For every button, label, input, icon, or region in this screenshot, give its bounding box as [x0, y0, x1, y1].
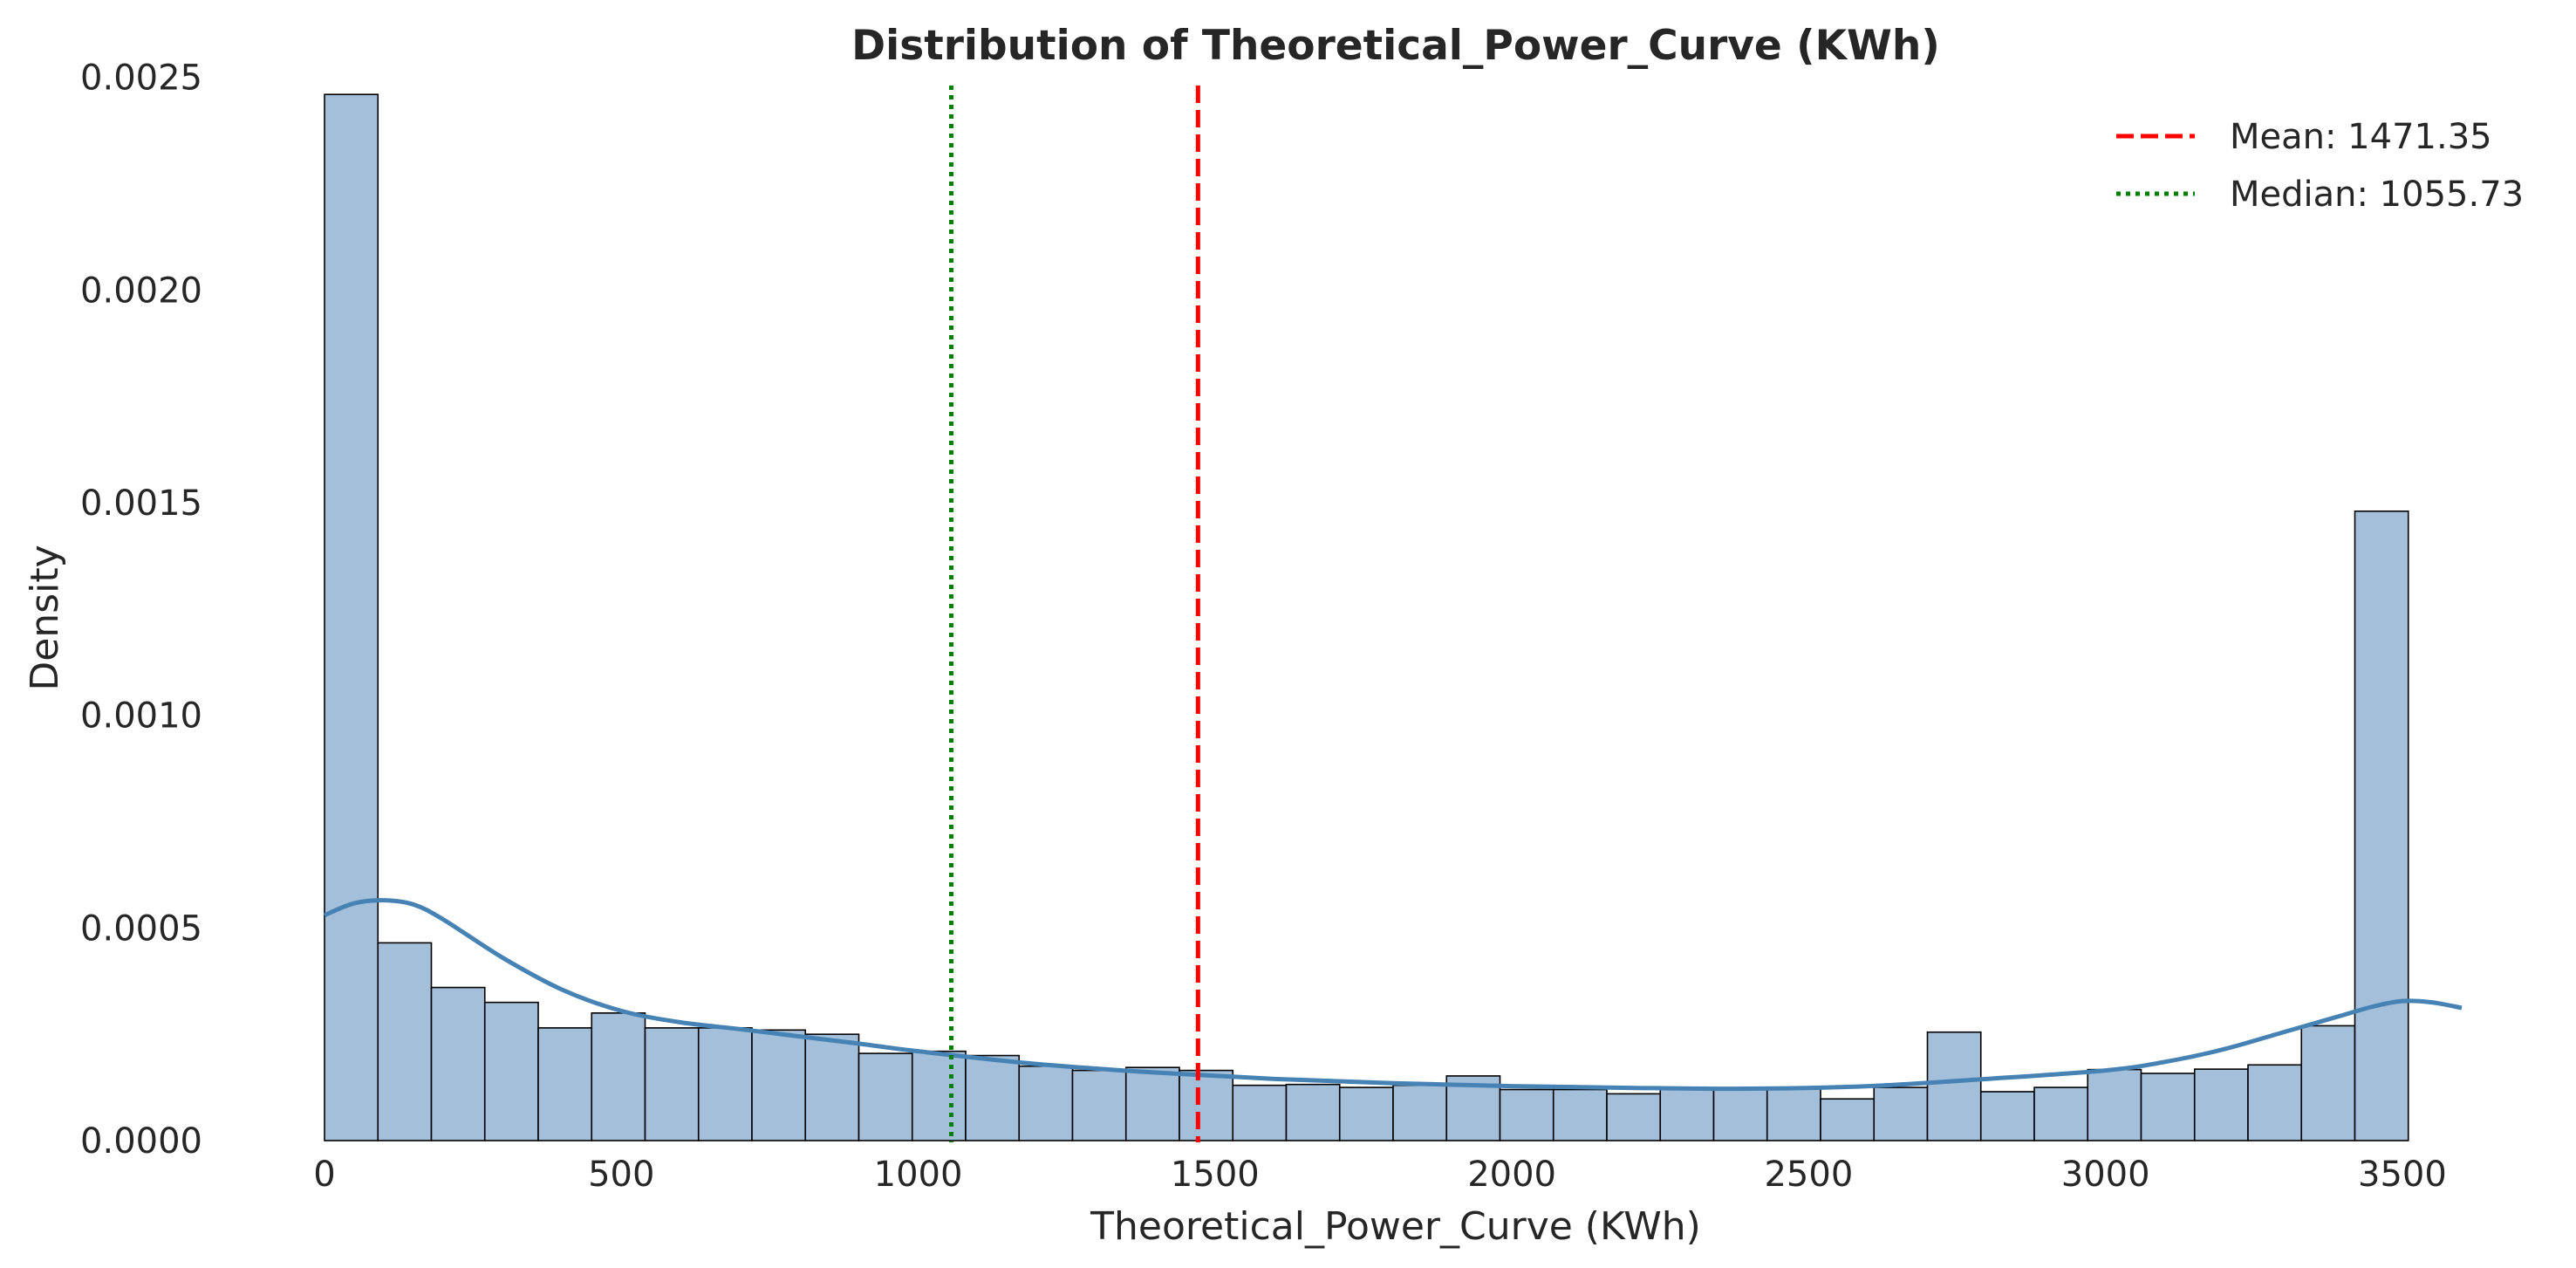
- histogram-bar: [858, 1052, 913, 1141]
- histogram-bar: [804, 1033, 860, 1141]
- histogram-bar: [1552, 1088, 1608, 1141]
- histogram-bar: [1820, 1098, 1876, 1141]
- histogram-bar: [965, 1054, 1021, 1141]
- histogram-bar: [1338, 1086, 1394, 1141]
- histogram-bar: [1285, 1083, 1341, 1141]
- histogram-bar: [1499, 1088, 1554, 1141]
- histogram-bar: [697, 1027, 753, 1141]
- x-tick-label: 500: [588, 1155, 654, 1195]
- x-tick-label: 2500: [1764, 1155, 1853, 1195]
- x-tick-label: 3500: [2358, 1155, 2447, 1195]
- histogram-bar: [911, 1050, 967, 1141]
- histogram-bar: [2087, 1068, 2142, 1141]
- y-axis-ticks: 0.0000 0.0005 0.0010 0.0015 0.0020 0.0025: [80, 58, 202, 1162]
- y-tick-label: 0.0025: [80, 58, 202, 99]
- histogram-bar: [591, 1012, 646, 1141]
- x-tick-label: 1500: [1171, 1155, 1260, 1195]
- histogram-bar: [1766, 1086, 1821, 1141]
- histogram-bars: [324, 93, 2409, 1141]
- histogram-bar: [1232, 1084, 1288, 1141]
- histogram-bar: [1659, 1088, 1715, 1141]
- histogram-bar: [1926, 1031, 1982, 1141]
- x-tick-label: 3000: [2061, 1155, 2150, 1195]
- histogram-bar: [1979, 1091, 2035, 1141]
- histogram-bar: [644, 1027, 700, 1141]
- legend-mean-label: Mean: 1471.35: [2230, 117, 2492, 157]
- histogram-bar: [2247, 1064, 2303, 1141]
- y-tick-label: 0.0000: [80, 1121, 202, 1162]
- histogram-bar: [537, 1027, 593, 1141]
- x-axis-ticks: 0 500 1000 1500 2000 2500 3000 3500: [313, 1155, 2447, 1195]
- x-tick-label: 0: [313, 1155, 335, 1195]
- kde-curve: [324, 898, 2463, 1092]
- histogram-bar: [2300, 1025, 2356, 1141]
- histogram-bar: [1071, 1069, 1127, 1141]
- legend: Mean: 1471.35 Median: 1055.73: [2116, 117, 2524, 215]
- chart-title: Distribution of Theoretical_Power_Curve …: [851, 22, 1940, 70]
- histogram-bar: [2033, 1086, 2089, 1141]
- histogram-bar: [2354, 510, 2409, 1141]
- histogram-bar: [1018, 1065, 1074, 1141]
- x-tick-label: 2000: [1467, 1155, 1556, 1195]
- histogram-bar: [1392, 1084, 1448, 1141]
- y-axis-label: Density: [23, 545, 67, 690]
- histogram-bar: [2140, 1073, 2196, 1141]
- histogram-bar: [751, 1029, 807, 1141]
- histogram-bar: [324, 93, 379, 1141]
- histogram-bar: [1712, 1088, 1768, 1141]
- x-tick-label: 1000: [874, 1155, 963, 1195]
- y-tick-label: 0.0010: [80, 696, 202, 737]
- histogram-bar: [1873, 1086, 1929, 1141]
- kde-line: [324, 898, 2463, 1092]
- histogram-bar: [1179, 1069, 1234, 1141]
- histogram-bar: [483, 1001, 539, 1141]
- legend-median-label: Median: 1055.73: [2230, 175, 2524, 215]
- y-tick-label: 0.0005: [80, 908, 202, 949]
- histogram-bar: [1606, 1093, 1662, 1141]
- histogram-bar: [1124, 1066, 1180, 1141]
- y-tick-label: 0.0020: [80, 271, 202, 311]
- x-axis-label: Theoretical_Power_Curve (KWh): [1090, 1204, 1701, 1249]
- reference-lines: [948, 86, 1200, 1142]
- y-tick-label: 0.0015: [80, 483, 202, 524]
- histogram-bar: [2193, 1068, 2249, 1141]
- histogram-bar: [377, 942, 433, 1141]
- histogram-bar: [430, 986, 486, 1141]
